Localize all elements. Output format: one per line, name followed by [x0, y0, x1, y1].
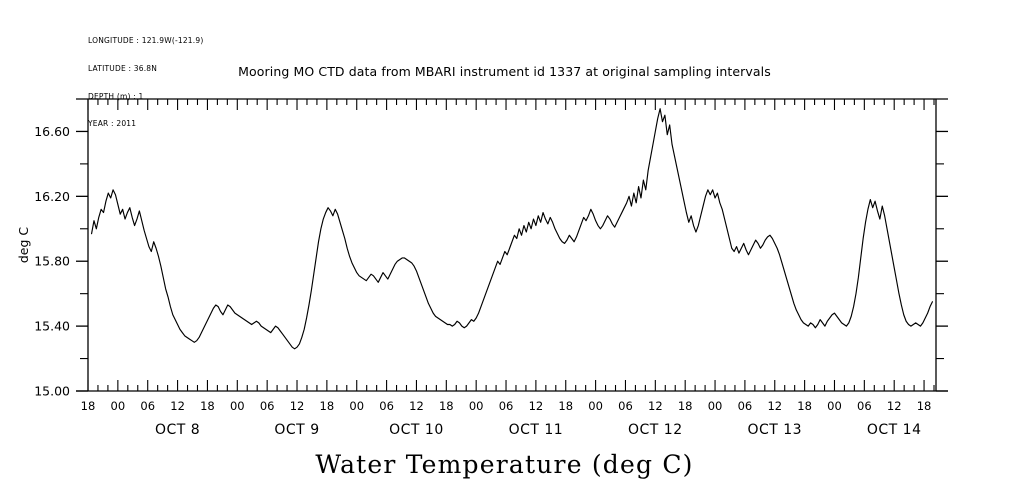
- y-tick-label: 15.80: [34, 254, 70, 269]
- x-hour-label: 00: [708, 399, 723, 413]
- x-day-label: OCT 11: [509, 422, 564, 438]
- x-hour-label: 00: [469, 399, 484, 413]
- x-hour-label: 18: [81, 399, 96, 413]
- x-hour-label: 06: [379, 399, 394, 413]
- temperature-series-line: [91, 108, 933, 350]
- x-day-label: OCT 12: [628, 422, 683, 438]
- x-hour-label: 00: [230, 399, 245, 413]
- x-hour-label: 18: [678, 399, 693, 413]
- x-hour-label: 00: [588, 399, 603, 413]
- x-hour-label: 18: [917, 399, 932, 413]
- x-hour-label: 18: [200, 399, 215, 413]
- x-hour-label: 06: [260, 399, 275, 413]
- x-hour-label: 18: [558, 399, 573, 413]
- x-hour-label: 06: [857, 399, 872, 413]
- metadata-year: YEAR : 2011: [88, 119, 137, 129]
- x-hour-label: 00: [827, 399, 842, 413]
- x-hour-label: 00: [111, 399, 126, 413]
- x-hour-label: 12: [170, 399, 185, 413]
- y-tick-label: 16.20: [34, 189, 70, 204]
- x-hour-label: 06: [140, 399, 155, 413]
- x-day-label: OCT 10: [389, 422, 444, 438]
- y-axis-title: deg C: [16, 227, 31, 264]
- y-tick-label: 15.40: [34, 319, 70, 334]
- x-hour-label: 18: [320, 399, 335, 413]
- x-day-label: OCT 9: [274, 422, 319, 438]
- x-hour-label: 12: [290, 399, 305, 413]
- chart-title: Mooring MO CTD data from MBARI instrumen…: [238, 64, 771, 79]
- x-hour-label: 12: [648, 399, 663, 413]
- y-tick-label: 16.60: [34, 124, 70, 139]
- y-tick-label: 15.00: [34, 384, 70, 399]
- x-hour-label: 12: [887, 399, 902, 413]
- x-hour-label: 06: [499, 399, 514, 413]
- x-hour-label: 12: [529, 399, 544, 413]
- metadata-depth: DEPTH (m) : 1: [88, 91, 144, 101]
- x-day-label: OCT 14: [867, 422, 922, 438]
- x-day-label: OCT 13: [747, 422, 802, 438]
- metadata-latitude: LATITUDE : 36.8N: [88, 64, 158, 74]
- x-hour-label: 00: [349, 399, 364, 413]
- x-hour-label: 12: [409, 399, 424, 413]
- metadata-longitude: LONGITUDE : 121.9W(-121.9): [88, 36, 204, 46]
- x-hour-label: 06: [618, 399, 633, 413]
- x-hour-label: 12: [767, 399, 782, 413]
- x-axis-title: Water Temperature (deg C): [315, 450, 694, 479]
- station-metadata: LONGITUDE : 121.9W(-121.9) LATITUDE : 36…: [88, 18, 203, 138]
- x-day-label: OCT 8: [155, 422, 200, 438]
- x-hour-label: 06: [738, 399, 753, 413]
- x-hour-label: 18: [797, 399, 812, 413]
- x-hour-label: 18: [439, 399, 454, 413]
